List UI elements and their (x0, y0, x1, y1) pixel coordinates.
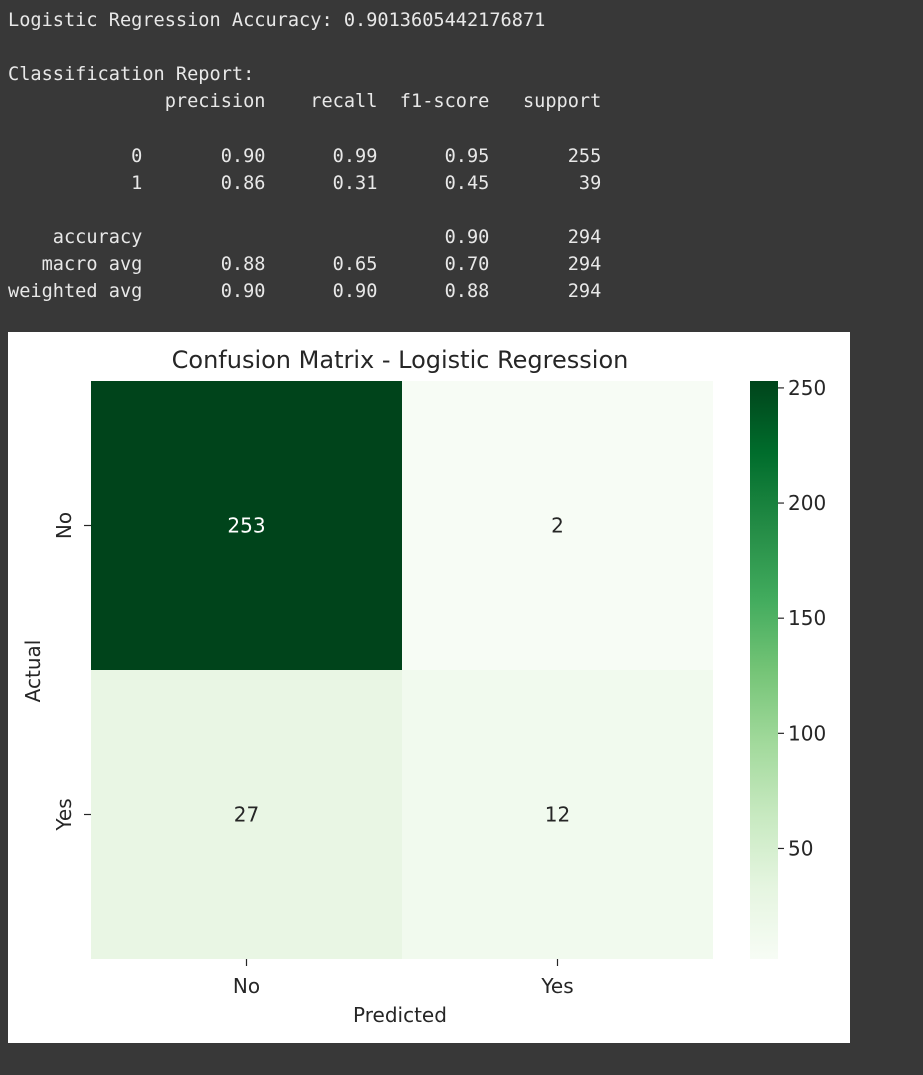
cell-value-label: 253 (227, 514, 265, 538)
report-row-accuracy: accuracy 0.90 294 (8, 227, 602, 248)
report-row-weighted-avg: weighted avg 0.90 0.90 0.88 294 (8, 281, 602, 302)
y-tick-label: No (52, 512, 76, 539)
cell-value-label: 2 (551, 514, 564, 538)
colorbar-tick-label: 100 (788, 721, 826, 745)
colorbar-tick-label: 200 (788, 491, 826, 515)
cell-value-label: 12 (545, 803, 570, 827)
report-header-row: precision recall f1-score support (8, 91, 602, 112)
y-tick-label: Yes (52, 798, 76, 831)
confusion-matrix-chart: Confusion Matrix - Logistic Regression 2… (21, 346, 826, 1027)
heatmap-cell (402, 381, 713, 670)
heatmap-cell (91, 670, 402, 959)
heatmap-cell (91, 381, 402, 670)
report-heading: Classification Report: (8, 64, 255, 85)
colorbar-tick-label: 150 (788, 606, 826, 630)
colorbar-tick-label: 250 (788, 376, 826, 400)
accuracy-line: Logistic Regression Accuracy: 0.90136054… (8, 10, 546, 31)
heatmap-cell (402, 670, 713, 959)
console-output: Logistic Regression Accuracy: 0.90136054… (8, 0, 908, 310)
colorbar-tick-label: 50 (788, 836, 813, 860)
cell-value-label: 27 (234, 803, 259, 827)
report-row-class-1: 1 0.86 0.31 0.45 39 (8, 173, 602, 194)
report-row-class-0: 0 0.90 0.99 0.95 255 (8, 146, 602, 167)
y-axis-label: Actual (21, 640, 45, 703)
x-tick-label: Yes (540, 974, 573, 998)
colorbar (750, 381, 778, 959)
chart-title: Confusion Matrix - Logistic Regression (172, 346, 629, 374)
x-axis-label: Predicted (353, 1003, 447, 1027)
x-tick-label: No (233, 974, 260, 998)
report-row-macro-avg: macro avg 0.88 0.65 0.70 294 (8, 254, 602, 275)
confusion-matrix-figure: Confusion Matrix - Logistic Regression 2… (8, 332, 850, 1043)
